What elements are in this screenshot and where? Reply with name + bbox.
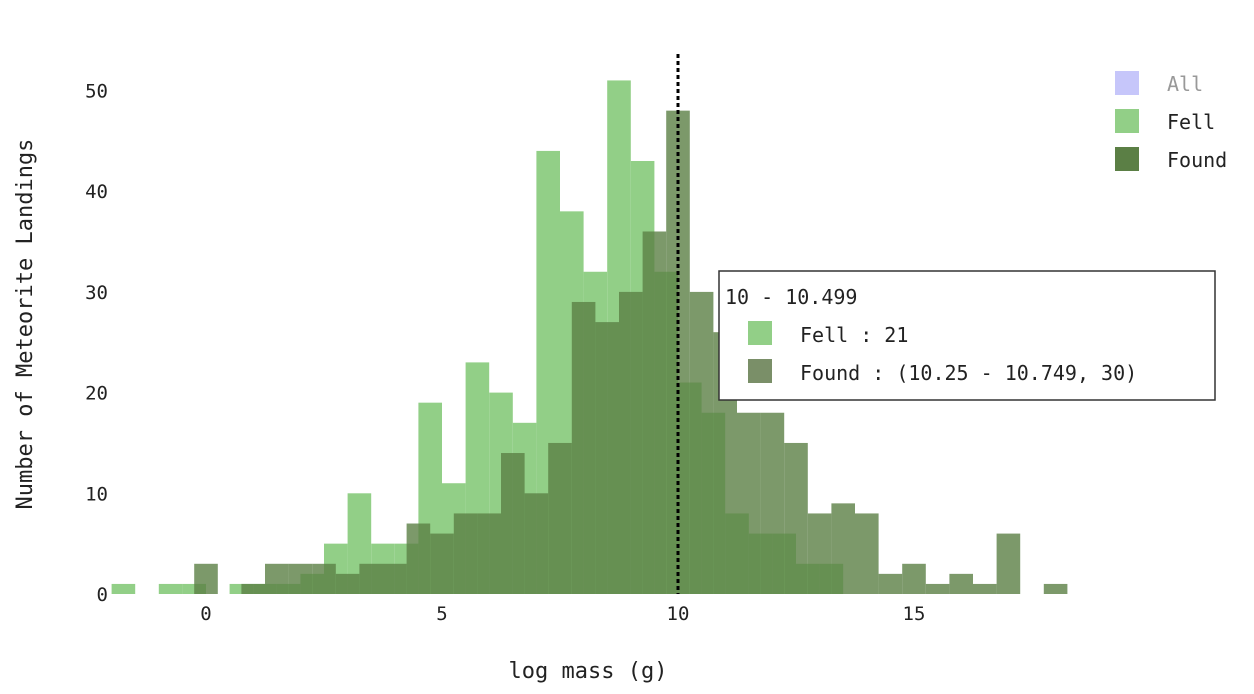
legend: All Fell Found (1115, 71, 1227, 172)
legend-swatch-fell (1115, 109, 1139, 133)
legend-label-fell: Fell (1167, 110, 1215, 134)
bar-found[interactable] (288, 563, 313, 594)
bar-found[interactable] (312, 563, 336, 594)
bar-found[interactable] (855, 513, 879, 594)
y-tick-label: 40 (85, 181, 108, 203)
bar-found[interactable] (996, 533, 1021, 594)
bar-found[interactable] (807, 513, 832, 594)
bar-found[interactable] (406, 523, 431, 594)
legend-label-found: Found (1167, 148, 1227, 172)
legend-swatch-found (1115, 147, 1139, 171)
legend-item-found[interactable]: Found (1115, 147, 1227, 172)
bar-found[interactable] (335, 573, 360, 594)
bar-found[interactable] (571, 301, 596, 594)
y-tick-label: 50 (85, 81, 108, 103)
tooltip-item-found: Found : (10.25 - 10.749, 30) (800, 361, 1137, 385)
bar-found[interactable] (595, 322, 619, 594)
x-tick-label: 10 (667, 603, 690, 625)
bar-found[interactable] (383, 563, 407, 594)
bar-found[interactable] (241, 583, 265, 594)
tooltip-item-fell: Fell : 21 (800, 323, 908, 347)
x-axis-ticks: 0 5 10 15 (200, 603, 925, 625)
bar-found[interactable] (477, 513, 501, 594)
x-tick-label: 0 (200, 603, 211, 625)
bar-found[interactable] (524, 493, 549, 594)
y-axis-title: Number of Meteorite Landings (13, 139, 38, 510)
bar-found[interactable] (973, 583, 997, 594)
bar-found[interactable] (737, 412, 761, 594)
hover-tooltip: 10 - 10.499 Fell : 21 Found : (10.25 - 1… (718, 270, 1216, 401)
tooltip-swatch-found (748, 359, 772, 383)
legend-label-all: All (1167, 72, 1203, 96)
y-tick-label: 0 (97, 584, 108, 606)
bar-fell[interactable] (158, 583, 183, 594)
bar-fell[interactable] (111, 583, 136, 594)
bar-found[interactable] (548, 442, 572, 594)
tooltip-box (718, 270, 1216, 401)
y-axis-ticks: 0 10 20 30 40 50 (85, 81, 108, 607)
legend-swatch-all (1115, 71, 1139, 95)
bar-found[interactable] (831, 503, 855, 594)
bar-found[interactable] (784, 442, 808, 594)
bar-found[interactable] (689, 291, 714, 594)
tooltip-swatch-fell (748, 321, 772, 345)
y-tick-label: 20 (85, 383, 108, 405)
x-tick-label: 5 (436, 603, 447, 625)
bar-found[interactable] (878, 573, 903, 594)
tooltip-header: 10 - 10.499 (725, 285, 857, 309)
bar-found[interactable] (359, 563, 383, 594)
bar-found[interactable] (760, 412, 785, 594)
x-axis-title: log mass (g) (509, 659, 668, 684)
bar-found[interactable] (453, 513, 478, 594)
bar-found[interactable] (194, 563, 218, 594)
y-tick-label: 30 (85, 282, 108, 304)
bar-found[interactable] (925, 583, 950, 594)
bar-found[interactable] (642, 231, 667, 595)
bar-found[interactable] (619, 291, 643, 594)
bar-found[interactable] (501, 453, 525, 594)
bar-found[interactable] (949, 573, 973, 594)
bar-found[interactable] (265, 563, 289, 594)
bar-found[interactable] (902, 563, 926, 594)
legend-item-all[interactable]: All (1115, 71, 1203, 96)
x-tick-label: 15 (903, 603, 926, 625)
bar-found[interactable] (1043, 583, 1068, 594)
y-tick-label: 10 (85, 483, 108, 505)
legend-item-fell[interactable]: Fell (1115, 109, 1215, 134)
bar-found[interactable] (430, 533, 454, 594)
bar-found[interactable] (666, 110, 690, 594)
